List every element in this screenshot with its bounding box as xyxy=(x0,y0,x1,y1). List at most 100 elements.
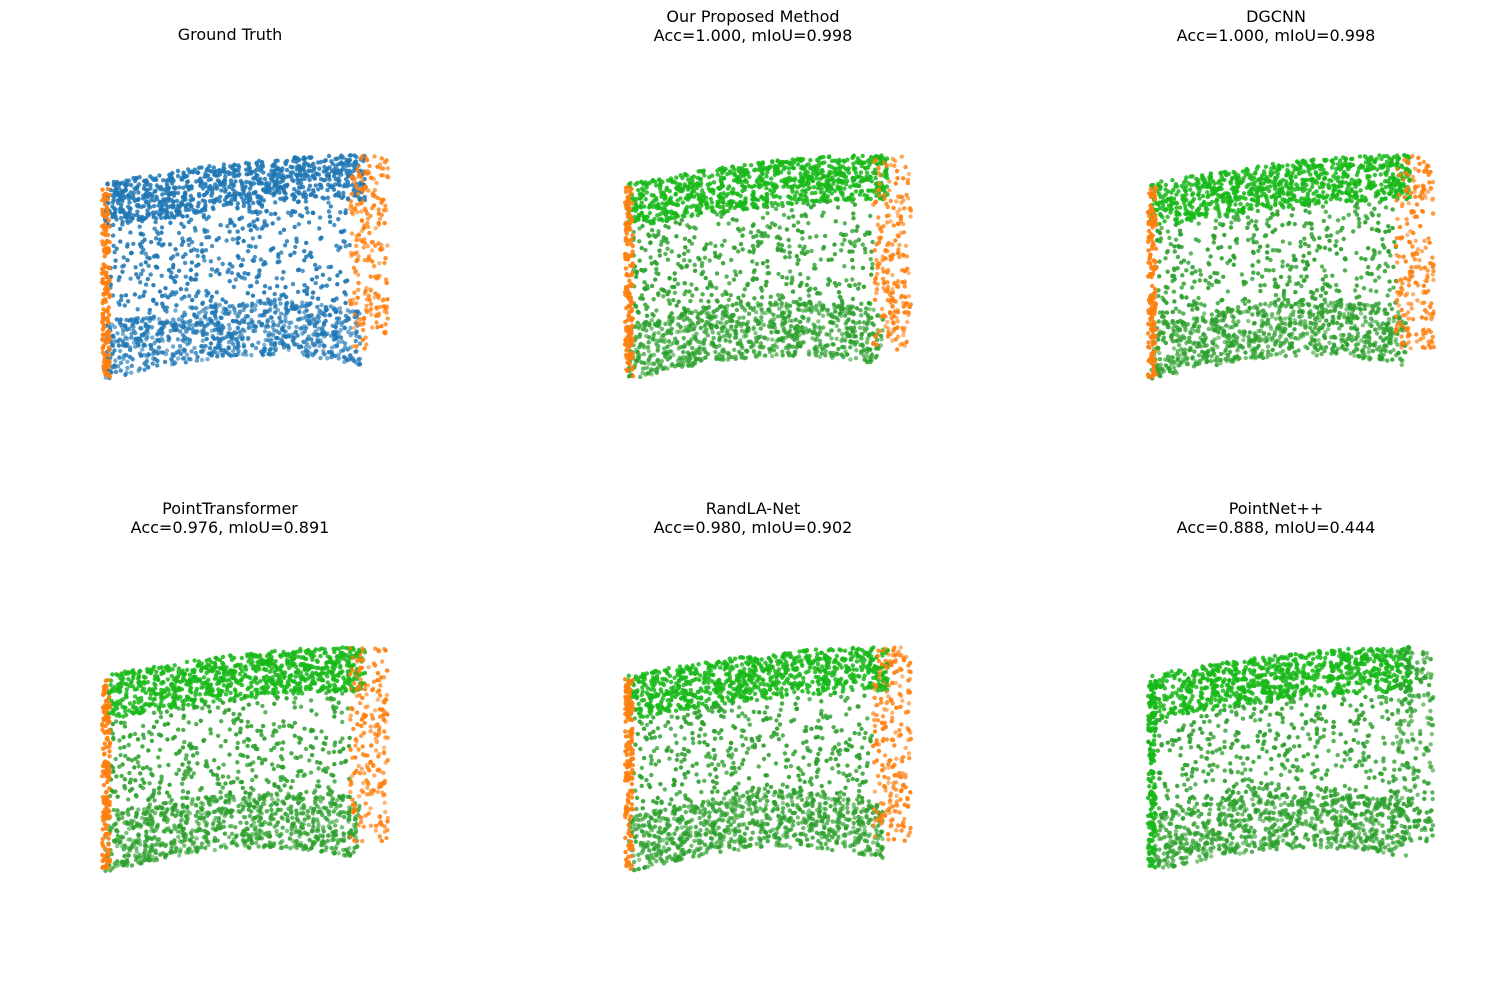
scatter-point xyxy=(689,282,693,286)
scatter-point xyxy=(102,292,106,296)
scatter-point xyxy=(711,330,715,334)
scatter-point xyxy=(663,212,667,216)
scatter-point xyxy=(125,258,129,262)
scatter-point xyxy=(272,323,276,327)
scatter-point xyxy=(702,173,706,177)
scatter-point xyxy=(296,199,300,203)
scatter-point xyxy=(786,238,790,242)
scatter-point xyxy=(891,206,895,210)
scatter-point xyxy=(820,187,824,191)
scatter-point xyxy=(760,295,764,299)
scatter-point xyxy=(155,266,159,270)
scatter-point xyxy=(360,229,364,233)
scatter-point xyxy=(101,345,105,349)
scatter-point xyxy=(176,337,180,341)
scatter-point xyxy=(787,179,791,183)
scatter-point xyxy=(366,188,370,192)
scatter-point xyxy=(784,282,788,286)
scatter-point xyxy=(284,306,288,310)
scatter-point xyxy=(335,273,339,277)
scatter-point xyxy=(161,178,165,182)
scatter-point xyxy=(257,268,261,272)
scatter-point xyxy=(140,347,144,351)
scatter-point xyxy=(722,239,726,243)
scatter-point xyxy=(795,343,799,347)
scatter-point xyxy=(119,368,123,372)
scatter-point xyxy=(283,243,287,247)
scatter-point xyxy=(203,315,207,319)
scatter-point xyxy=(262,343,266,347)
scatter-point xyxy=(382,261,386,265)
scatter-point xyxy=(772,317,776,321)
scatter-point xyxy=(107,247,111,251)
scatter-point xyxy=(314,183,318,187)
scatter-point xyxy=(144,260,148,264)
scatter-point xyxy=(841,336,845,340)
scatter-point xyxy=(163,293,167,297)
scatter-point xyxy=(683,173,687,177)
scatter-point xyxy=(236,345,240,349)
scatter-point xyxy=(840,345,844,349)
scatter-point xyxy=(305,292,309,296)
scatter-point xyxy=(189,268,193,272)
scatter-point xyxy=(787,166,791,170)
scatter-point xyxy=(625,340,629,344)
scatter-point xyxy=(374,320,378,324)
scatter-point xyxy=(692,225,696,229)
scatter-point xyxy=(127,318,131,322)
scatter-point xyxy=(149,198,153,202)
scatter-point xyxy=(126,299,130,303)
scatter-point xyxy=(650,318,654,322)
scatter-point xyxy=(834,219,838,223)
scatter-point xyxy=(113,325,117,329)
scatter-point xyxy=(627,294,631,298)
scatter-point xyxy=(165,319,169,323)
scatter-point xyxy=(197,201,201,205)
scatter-point xyxy=(848,345,852,349)
scatter-point xyxy=(856,156,860,160)
scatter-point xyxy=(168,192,172,196)
scatter-point xyxy=(904,340,908,344)
scatter-point xyxy=(709,197,713,201)
scatter-point xyxy=(293,245,297,249)
scatter-point xyxy=(178,344,182,348)
scatter-point xyxy=(798,171,802,175)
scatter-point xyxy=(125,327,129,331)
scatter-point xyxy=(814,353,818,357)
scatter-point xyxy=(663,252,667,256)
scatter-point xyxy=(750,259,754,263)
scatter-point xyxy=(344,208,348,212)
scatter-point xyxy=(849,306,853,310)
scatter-point xyxy=(326,200,330,204)
scatter-point xyxy=(201,254,205,258)
scatter-point xyxy=(763,353,767,357)
scatter-point xyxy=(648,255,652,259)
scatter-point xyxy=(256,341,260,345)
scatter-point xyxy=(697,195,701,199)
scatter-point xyxy=(789,324,793,328)
scatter-point xyxy=(737,350,741,354)
scatter-point xyxy=(177,185,181,189)
scatter-point xyxy=(239,263,243,267)
scatter-point xyxy=(650,312,654,316)
scatter-point xyxy=(173,360,177,364)
scatter-point xyxy=(130,216,134,220)
scatter-point xyxy=(274,184,278,188)
scatter-point xyxy=(747,312,751,316)
scatter-point xyxy=(699,199,703,203)
scatter-point xyxy=(259,181,263,185)
scatter-point xyxy=(703,337,707,341)
scatter-point xyxy=(278,302,282,306)
scatter-point xyxy=(146,264,150,268)
scatter-point xyxy=(107,330,111,334)
scatter-point xyxy=(190,240,194,244)
scatter-point xyxy=(185,282,189,286)
scatter-point xyxy=(805,283,809,287)
scatter-point xyxy=(700,272,704,276)
scatter-point xyxy=(319,303,323,307)
scatter-point xyxy=(366,216,370,220)
scatter-point xyxy=(801,201,805,205)
scatter-point xyxy=(249,353,253,357)
scatter-point xyxy=(659,189,663,193)
scatter-point xyxy=(155,255,159,259)
